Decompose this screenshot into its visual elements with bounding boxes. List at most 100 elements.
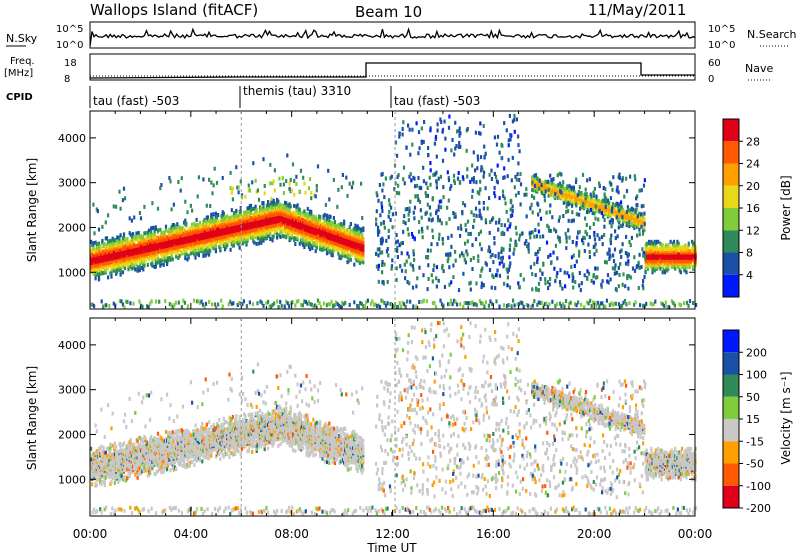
echo-cell [132, 232, 135, 237]
echo-cell [547, 286, 550, 291]
echo-cell [409, 199, 412, 204]
echo-cell [295, 211, 298, 216]
echo-cell [617, 190, 620, 195]
echo-cell [398, 243, 401, 248]
echo-cell [127, 247, 130, 252]
echo-cell [305, 224, 308, 229]
echo-cell [435, 211, 438, 216]
echo-cell [583, 273, 586, 278]
echo-cell [218, 227, 221, 232]
echo-cell [529, 235, 532, 240]
echo-cell [603, 204, 606, 209]
echo-cell [396, 245, 399, 250]
echo-cell [291, 221, 295, 226]
echo-cell [692, 264, 695, 269]
echo-cell [112, 238, 115, 243]
echo-cell [117, 267, 120, 272]
echo-cell [134, 244, 137, 249]
echo-cell [427, 263, 430, 268]
echo-cell [480, 285, 483, 289]
echo-cell [137, 238, 140, 242]
echo-cell [546, 223, 549, 228]
echo-cell [494, 286, 497, 291]
echo-cell [578, 271, 581, 275]
echo-cell [107, 264, 110, 269]
echo-cell [578, 253, 581, 258]
echo-cell [509, 200, 513, 205]
echo-cell [686, 245, 689, 250]
echo-cell [638, 211, 641, 216]
echo-cell [567, 218, 570, 223]
echo-cell [666, 247, 669, 251]
echo-cell [134, 247, 137, 252]
echo-cell [691, 247, 694, 251]
echo-cell [447, 256, 450, 261]
echo-cell [541, 271, 544, 276]
echo-cell [360, 227, 363, 232]
echo-cell [411, 285, 415, 290]
echo-cell [265, 232, 268, 237]
echo-cell [478, 200, 481, 205]
echo-cell [295, 237, 298, 241]
echo-cell [555, 274, 558, 279]
echo-cell [429, 248, 432, 253]
echo-cell [156, 206, 160, 211]
echo-cell [608, 253, 611, 258]
echo-cell [556, 191, 559, 196]
echo-cell [571, 274, 574, 279]
echo-cell [203, 239, 206, 244]
echo-cell [253, 213, 256, 218]
echo-cell [94, 271, 97, 275]
echo-cell [340, 222, 343, 227]
echo-cell [219, 219, 222, 224]
echo-cell [132, 301, 135, 306]
echo-cell [585, 232, 589, 237]
echo-cell [186, 210, 189, 215]
echo-cell [377, 263, 380, 268]
echo-cell [255, 241, 258, 246]
echo-cell [301, 213, 304, 218]
echo-cell [567, 209, 570, 214]
echo-cell [556, 195, 559, 200]
echo-cell [560, 194, 563, 199]
echo-cell [629, 215, 632, 220]
echo-cell [348, 235, 351, 240]
echo-cell [379, 250, 382, 255]
echo-cell [544, 281, 547, 286]
echo-cell [193, 225, 196, 230]
echo-cell [141, 253, 144, 258]
echo-cell [346, 228, 349, 232]
echo-cell [387, 253, 390, 258]
echo-cell [540, 183, 543, 187]
echo-cell [382, 281, 385, 286]
echo-cell [477, 254, 480, 259]
echo-cell [395, 266, 398, 271]
echo-cell [502, 194, 505, 198]
echo-cell [618, 202, 621, 207]
echo-cell [579, 201, 582, 206]
echo-cell [608, 180, 611, 185]
echo-cell [101, 264, 104, 269]
echo-cell [430, 273, 433, 278]
echo-cell [129, 232, 132, 237]
echo-cell [195, 217, 198, 222]
echo-cell [596, 233, 599, 238]
echo-cell [200, 247, 203, 252]
echo-cell [112, 204, 115, 209]
echo-cell [594, 199, 597, 204]
echo-cell [295, 219, 298, 224]
echo-cell [506, 174, 509, 179]
echo-cell [305, 220, 308, 225]
echo-cell [657, 239, 660, 244]
echo-cell [412, 249, 415, 254]
echo-cell [489, 254, 492, 259]
echo-cell [609, 241, 612, 246]
echo-cell [621, 211, 625, 216]
echo-cell [169, 179, 172, 184]
echo-cell [335, 245, 338, 250]
echo-cell [210, 228, 213, 233]
echo-cell [592, 280, 595, 285]
echo-cell [652, 241, 655, 246]
echo-cell [185, 221, 188, 226]
echo-cell [571, 240, 574, 244]
